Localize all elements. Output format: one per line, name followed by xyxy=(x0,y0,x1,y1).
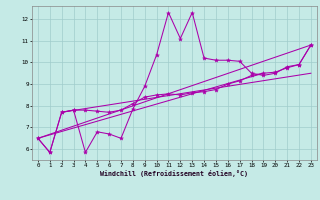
X-axis label: Windchill (Refroidissement éolien,°C): Windchill (Refroidissement éolien,°C) xyxy=(100,170,248,177)
